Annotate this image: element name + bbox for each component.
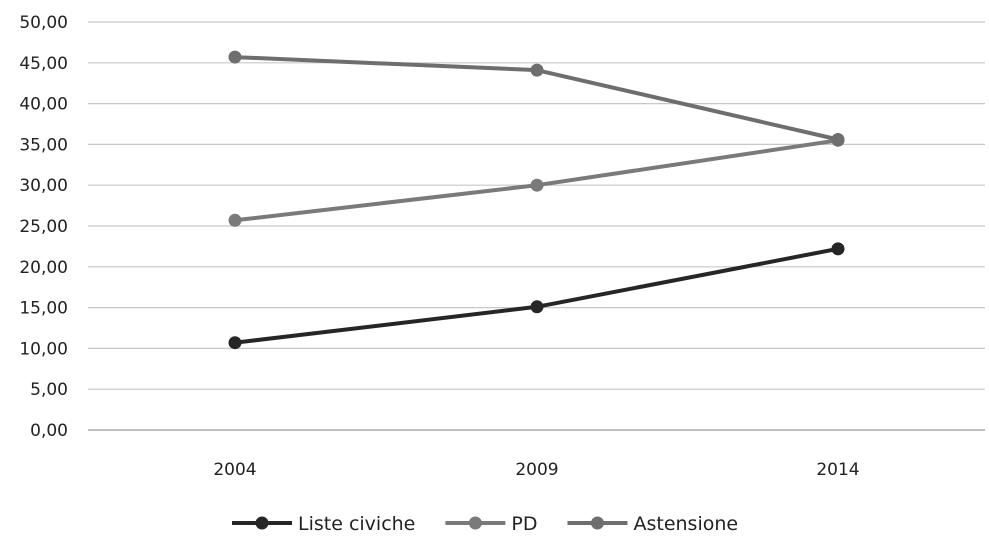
legend-item: PD	[445, 513, 537, 535]
legend-item: Astensione	[567, 513, 738, 535]
y-tick-label: 25,00	[19, 217, 68, 237]
legend-label: Astensione	[633, 513, 738, 535]
y-tick-label: 0,00	[30, 421, 68, 441]
y-tick-label: 35,00	[19, 135, 68, 155]
x-tick-label: 2004	[213, 460, 256, 480]
data-point	[228, 336, 242, 350]
data-point	[228, 213, 242, 227]
series-pd	[228, 133, 845, 227]
legend-item: Liste civiche	[232, 513, 415, 535]
y-tick-label: 5,00	[30, 380, 68, 400]
y-tick-label: 15,00	[19, 299, 68, 319]
legend-swatch-marker	[468, 516, 482, 530]
y-tick-label: 10,00	[19, 339, 68, 359]
data-point	[228, 50, 242, 64]
series-line	[234, 246, 839, 345]
x-axis-tick-labels: 2004 2009 2014	[213, 460, 859, 480]
x-tick-label: 2014	[816, 460, 859, 480]
data-point	[530, 178, 544, 192]
data-point	[831, 133, 845, 147]
series-lines	[228, 50, 845, 350]
y-tick-label: 30,00	[19, 176, 68, 196]
series-astensione	[228, 50, 845, 147]
y-tick-label: 45,00	[19, 54, 68, 74]
y-tick-label: 40,00	[19, 95, 68, 115]
y-tick-label: 20,00	[19, 258, 68, 278]
legend-swatch-marker	[590, 516, 604, 530]
legend: Liste civiche PD Astensione	[232, 513, 738, 535]
legend-label: Liste civiche	[298, 513, 415, 535]
gridlines	[88, 21, 985, 431]
data-point	[530, 300, 544, 314]
x-tick-label: 2009	[515, 460, 558, 480]
data-point	[530, 63, 544, 77]
series-liste-civiche	[228, 242, 845, 350]
data-point	[831, 242, 845, 256]
legend-label: PD	[511, 513, 537, 535]
legend-swatch-marker	[255, 516, 269, 530]
y-tick-label: 50,00	[19, 13, 68, 33]
y-axis-tick-labels: 0,00 5,00 10,00 15,00 20,00 25,00 30,00 35,00 40…	[19, 13, 68, 441]
